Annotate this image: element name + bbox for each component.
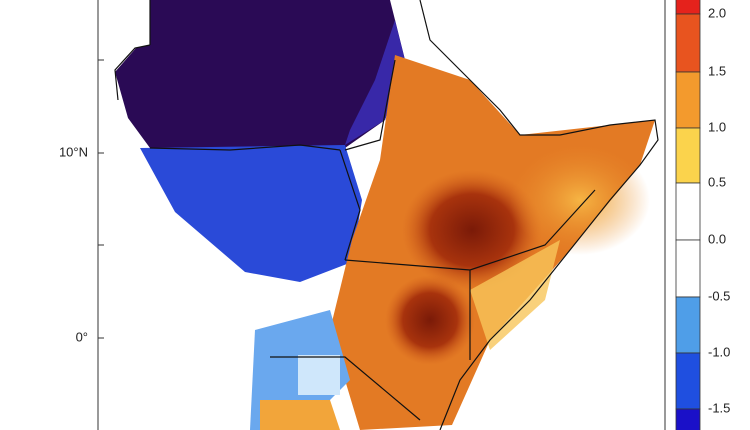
colorbar-label: 1.0 bbox=[708, 119, 726, 134]
colorbar-label: 0.5 bbox=[708, 174, 726, 189]
lat-ticks bbox=[98, 59, 104, 339]
colorbar-label: -1.0 bbox=[708, 344, 730, 359]
anomaly-map bbox=[114, 0, 659, 430]
colorbar-label: 0.0 bbox=[708, 231, 726, 246]
lat-label: 10°N bbox=[59, 144, 88, 159]
colorbar-label: 2.0 bbox=[708, 5, 726, 20]
colorbar bbox=[675, 0, 701, 430]
colorbar-label: -0.5 bbox=[708, 288, 730, 303]
colorbar-label: 1.5 bbox=[708, 63, 726, 78]
lat-label: 0° bbox=[76, 329, 88, 344]
colorbar-label: -1.5 bbox=[708, 400, 730, 415]
